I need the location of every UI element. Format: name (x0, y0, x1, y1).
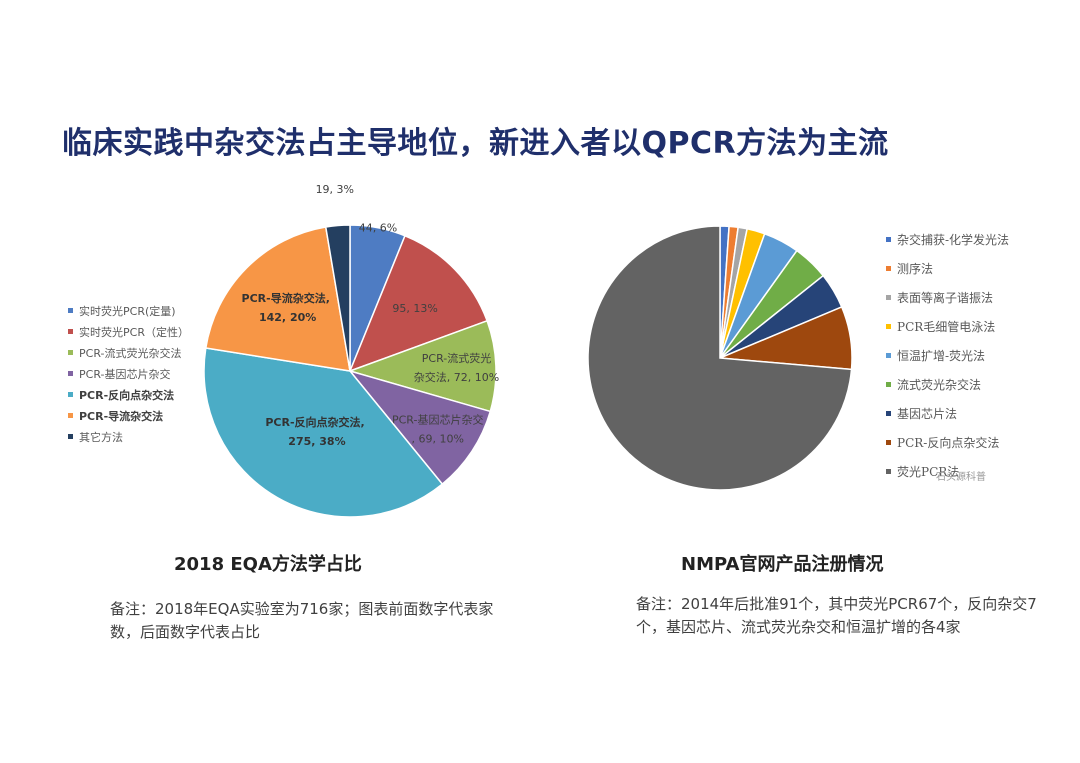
eqa-legend-item: PCR-反向点杂交法 (68, 384, 189, 405)
chart-title-eqa: 2018 EQA方法学占比 (174, 554, 362, 575)
eqa-legend-item: 实时荧光PCR(定量) (68, 300, 189, 321)
nmpa-legend-item: PCR-反向点杂交法 (886, 428, 1009, 457)
legend-swatch (886, 324, 891, 329)
legend-label: 基因芯片法 (897, 407, 958, 421)
eqa-legend-item: PCR-流式荧光杂交法 (68, 342, 189, 363)
eqa-legend-item: PCR-导流杂交法 (68, 405, 189, 426)
eqa-legend-item: 其它方法 (68, 426, 189, 447)
legend-swatch (886, 237, 891, 242)
legend-label: 荧光PCR法 (897, 465, 960, 479)
eqa-slice-2 (348, 234, 489, 373)
legend-swatch (886, 469, 891, 474)
nmpa-legend-item: 荧光PCR法 (886, 457, 1009, 486)
legend-label: 其它方法 (79, 430, 123, 444)
eqa-data-label-1: 44, 6% (359, 222, 397, 235)
legend-swatch (886, 411, 891, 416)
watermark-text: 石头源科普 (936, 472, 986, 483)
eqa-data-label-4: PCR-基因芯片杂交, 69, 10% (392, 412, 483, 445)
legend-swatch (886, 266, 891, 271)
legend-swatch (68, 371, 73, 376)
nmpa-legend-item: 杂交捕获-化学发光法 (886, 225, 1009, 254)
eqa-legend-item: 实时荧光PCR（定性） (68, 321, 189, 342)
note-eqa: 备注：2018年EQA实验室为716家；图表前面数字代表家数，后面数字代表占比 (110, 600, 494, 641)
eqa-slice-7 (324, 224, 351, 372)
nmpa-legend-item: 恒温扩增-荧光法 (886, 341, 1009, 370)
eqa-slice-5 (203, 347, 444, 518)
nmpa-legend-item: 测序法 (886, 254, 1009, 283)
eqa-data-label-6: PCR-导流杂交法, 142, 20% (242, 291, 330, 324)
eqa-data-label-5: PCR-反向点杂交法, 275, 38% (265, 415, 364, 448)
legend-label: PCR-基因芯片杂交 (79, 367, 171, 381)
eqa-slice-3 (347, 319, 497, 413)
legend-label: 实时荧光PCR(定量) (79, 304, 176, 318)
legend-label: PCR毛细管电泳法 (897, 320, 996, 334)
nmpa-legend-item: 流式荧光杂交法 (886, 370, 1009, 399)
legend-swatch (886, 353, 891, 358)
note-nmpa: 备注：2014年后批准91个，其中荧光PCR67个，反向杂交7个，基因芯片、流式… (636, 595, 1037, 636)
pie-chart-nmpa (587, 225, 853, 491)
legend-swatch (886, 382, 891, 387)
legend-swatch (68, 308, 73, 313)
legend-label: PCR-反向点杂交法 (79, 388, 175, 402)
eqa-legend-item: PCR-基因芯片杂交 (68, 363, 189, 384)
legend-label: 恒温扩增-荧光法 (897, 349, 986, 363)
page-title: 临床实践中杂交法占主导地位，新进入者以QPCR方法为主流 (62, 126, 889, 161)
chart-title-nmpa: NMPA官网产品注册情况 (681, 554, 884, 575)
legend-swatch (68, 413, 73, 418)
legend-swatch (68, 329, 73, 334)
legend-label: 实时荧光PCR（定性） (79, 325, 189, 339)
eqa-slice-4 (347, 369, 492, 486)
legend-swatch (886, 440, 891, 445)
legend-eqa: 实时荧光PCR(定量) 实时荧光PCR（定性） PCR-流式荧光杂交法 PCR-基因芯… (68, 300, 189, 447)
legend-swatch (68, 434, 73, 439)
legend-label: PCR-反向点杂交法 (897, 436, 1000, 450)
legend-label: 杂交捕获-化学发光法 (897, 233, 1010, 247)
eqa-data-label-7: 19, 3% (316, 183, 354, 196)
pie-chart-eqa: 44, 6% 95, 13% PCR-流式荧光杂交法, 72, 10% PCR-基因芯… (203, 183, 499, 518)
legend-label: 表面等离子谐振法 (897, 291, 994, 305)
nmpa-legend-item: 表面等离子谐振法 (886, 283, 1009, 312)
eqa-slice-6 (204, 226, 351, 372)
legend-swatch (68, 392, 73, 397)
eqa-data-label-3: PCR-流式荧光杂交法, 72, 10% (414, 351, 499, 384)
legend-swatch (68, 350, 73, 355)
nmpa-legend-item: 基因芯片法 (886, 399, 1009, 428)
legend-label: PCR-导流杂交法 (79, 409, 164, 423)
nmpa-slice-9 (587, 225, 853, 491)
legend-nmpa: 杂交捕获-化学发光法 测序法表面等离子谐振法 PCR毛细管电泳法 恒温扩增-荧光法 流式… (886, 225, 1009, 486)
legend-label: PCR-流式荧光杂交法 (79, 346, 182, 360)
nmpa-legend-item: PCR毛细管电泳法 (886, 312, 1009, 341)
eqa-data-label-2: 95, 13% (392, 302, 437, 315)
legend-label: 测序法 (897, 262, 934, 276)
legend-swatch (886, 295, 891, 300)
legend-label: 流式荧光杂交法 (897, 378, 982, 392)
